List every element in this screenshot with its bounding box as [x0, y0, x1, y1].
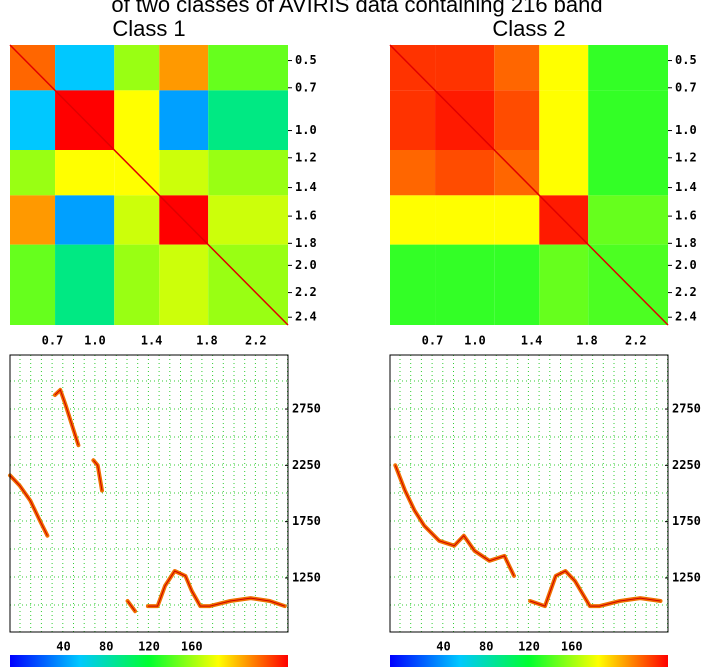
heatmap-cell	[10, 195, 56, 245]
heatmap-cell	[10, 244, 56, 325]
spectrum-core	[394, 465, 661, 607]
heatmap-cell	[114, 244, 160, 325]
x-tick-label: 1.0	[464, 334, 486, 348]
y-tick-label: 1250	[672, 570, 701, 584]
heatmap-cell	[435, 45, 495, 91]
x-tick-label: 1.8	[576, 334, 598, 348]
y-tick-label: 1250	[292, 570, 321, 584]
y-tick-label: 1.2	[675, 150, 697, 164]
y-tick-label: 2.2	[675, 285, 697, 299]
x-tick-label: 120	[138, 640, 160, 654]
y-tick-label: 0.7	[295, 80, 317, 94]
y-tick-label: 2750	[292, 402, 321, 416]
heatmap-cell	[588, 45, 668, 91]
heatmap-cell	[539, 244, 589, 325]
heatmap-cell	[494, 45, 540, 91]
x-tick-label: 2.2	[245, 334, 267, 348]
x-tick-label: 160	[181, 640, 203, 654]
heatmap-cell	[208, 45, 288, 91]
heatmap-cell	[588, 195, 668, 245]
heatmap-cell	[494, 90, 540, 150]
diagonal	[389, 44, 669, 326]
heatmap-cell	[435, 150, 495, 196]
heatmap-cell	[494, 244, 540, 325]
x-tick-label: 1.4	[141, 334, 163, 348]
x-tick-label: 1.0	[84, 334, 106, 348]
heatmap-cell	[159, 45, 209, 91]
x-tick-label: 80	[99, 640, 113, 654]
y-tick-label: 1.4	[295, 180, 317, 194]
y-tick-label: 1.8	[675, 236, 697, 250]
heatmap-cell	[539, 150, 589, 196]
heatmap-cell	[55, 45, 115, 91]
x-tick-label: 1.8	[196, 334, 218, 348]
y-tick-label: 0.5	[295, 53, 317, 67]
heatmap-cell	[55, 150, 115, 196]
y-tick-label: 2250	[292, 458, 321, 472]
y-tick-label: 1.8	[295, 236, 317, 250]
y-tick-label: 1.0	[675, 123, 697, 137]
y-tick-label: 2.4	[295, 310, 317, 324]
diagonal	[9, 44, 289, 326]
x-tick-label: 0.7	[422, 334, 444, 348]
heatmap-cell	[10, 150, 56, 196]
x-tick-label: 0.7	[42, 334, 64, 348]
y-tick-label: 1.2	[295, 150, 317, 164]
y-tick-label: 0.7	[675, 80, 697, 94]
y-tick-label: 2.0	[295, 258, 317, 272]
figure-title: of two classes of AVIRIS data containing…	[111, 0, 602, 17]
y-tick-label: 2750	[672, 402, 701, 416]
heatmap-cell	[390, 150, 436, 196]
colorbar	[10, 655, 288, 667]
heatmap-cell	[114, 90, 160, 150]
y-tick-label: 1.4	[675, 180, 697, 194]
y-tick-label: 2.4	[675, 310, 697, 324]
y-tick-label: 1.6	[675, 209, 697, 223]
plot-frame	[9, 354, 289, 633]
spectrum-core	[9, 389, 285, 612]
heatmap-cell	[159, 90, 209, 150]
y-tick-label: 1750	[672, 514, 701, 528]
heatmap-cell	[494, 195, 540, 245]
panel-title: Class 1	[112, 16, 185, 41]
x-tick-label: 80	[479, 640, 493, 654]
heatmap-cell	[208, 150, 288, 196]
plot-frame	[389, 354, 669, 633]
heatmap-cell	[159, 244, 209, 325]
y-tick-label: 2.0	[675, 258, 697, 272]
y-tick-label: 1.6	[295, 209, 317, 223]
heatmap-cell	[10, 90, 56, 150]
x-tick-label: 40	[56, 640, 70, 654]
panel-title: Class 2	[492, 16, 565, 41]
heatmap-cell	[588, 90, 668, 150]
spectrum-line	[8, 387, 287, 614]
heatmap-cell	[539, 45, 589, 91]
heatmap-cell	[114, 45, 160, 91]
heatmap-cell	[390, 90, 436, 150]
x-tick-label: 160	[561, 640, 583, 654]
y-tick-label: 1.0	[295, 123, 317, 137]
heatmap-cell	[208, 195, 288, 245]
x-tick-label: 1.4	[521, 334, 543, 348]
x-tick-label: 2.2	[625, 334, 647, 348]
heatmap-cell	[55, 244, 115, 325]
y-tick-label: 0.5	[675, 53, 697, 67]
heatmap-cell	[588, 150, 668, 196]
heatmap-cell	[390, 244, 436, 325]
heatmap-cell	[159, 150, 209, 196]
x-tick-label: 40	[436, 640, 450, 654]
y-tick-label: 1750	[292, 514, 321, 528]
heatmap-cell	[435, 244, 495, 325]
heatmap-cell	[114, 195, 160, 245]
y-tick-label: 2250	[672, 458, 701, 472]
x-tick-label: 120	[518, 640, 540, 654]
heatmap-cell	[55, 195, 115, 245]
heatmap-cell	[539, 90, 589, 150]
colorbar	[390, 655, 668, 667]
heatmap-cell	[390, 195, 436, 245]
heatmap-cell	[208, 90, 288, 150]
heatmap-cell	[435, 195, 495, 245]
y-tick-label: 2.2	[295, 285, 317, 299]
